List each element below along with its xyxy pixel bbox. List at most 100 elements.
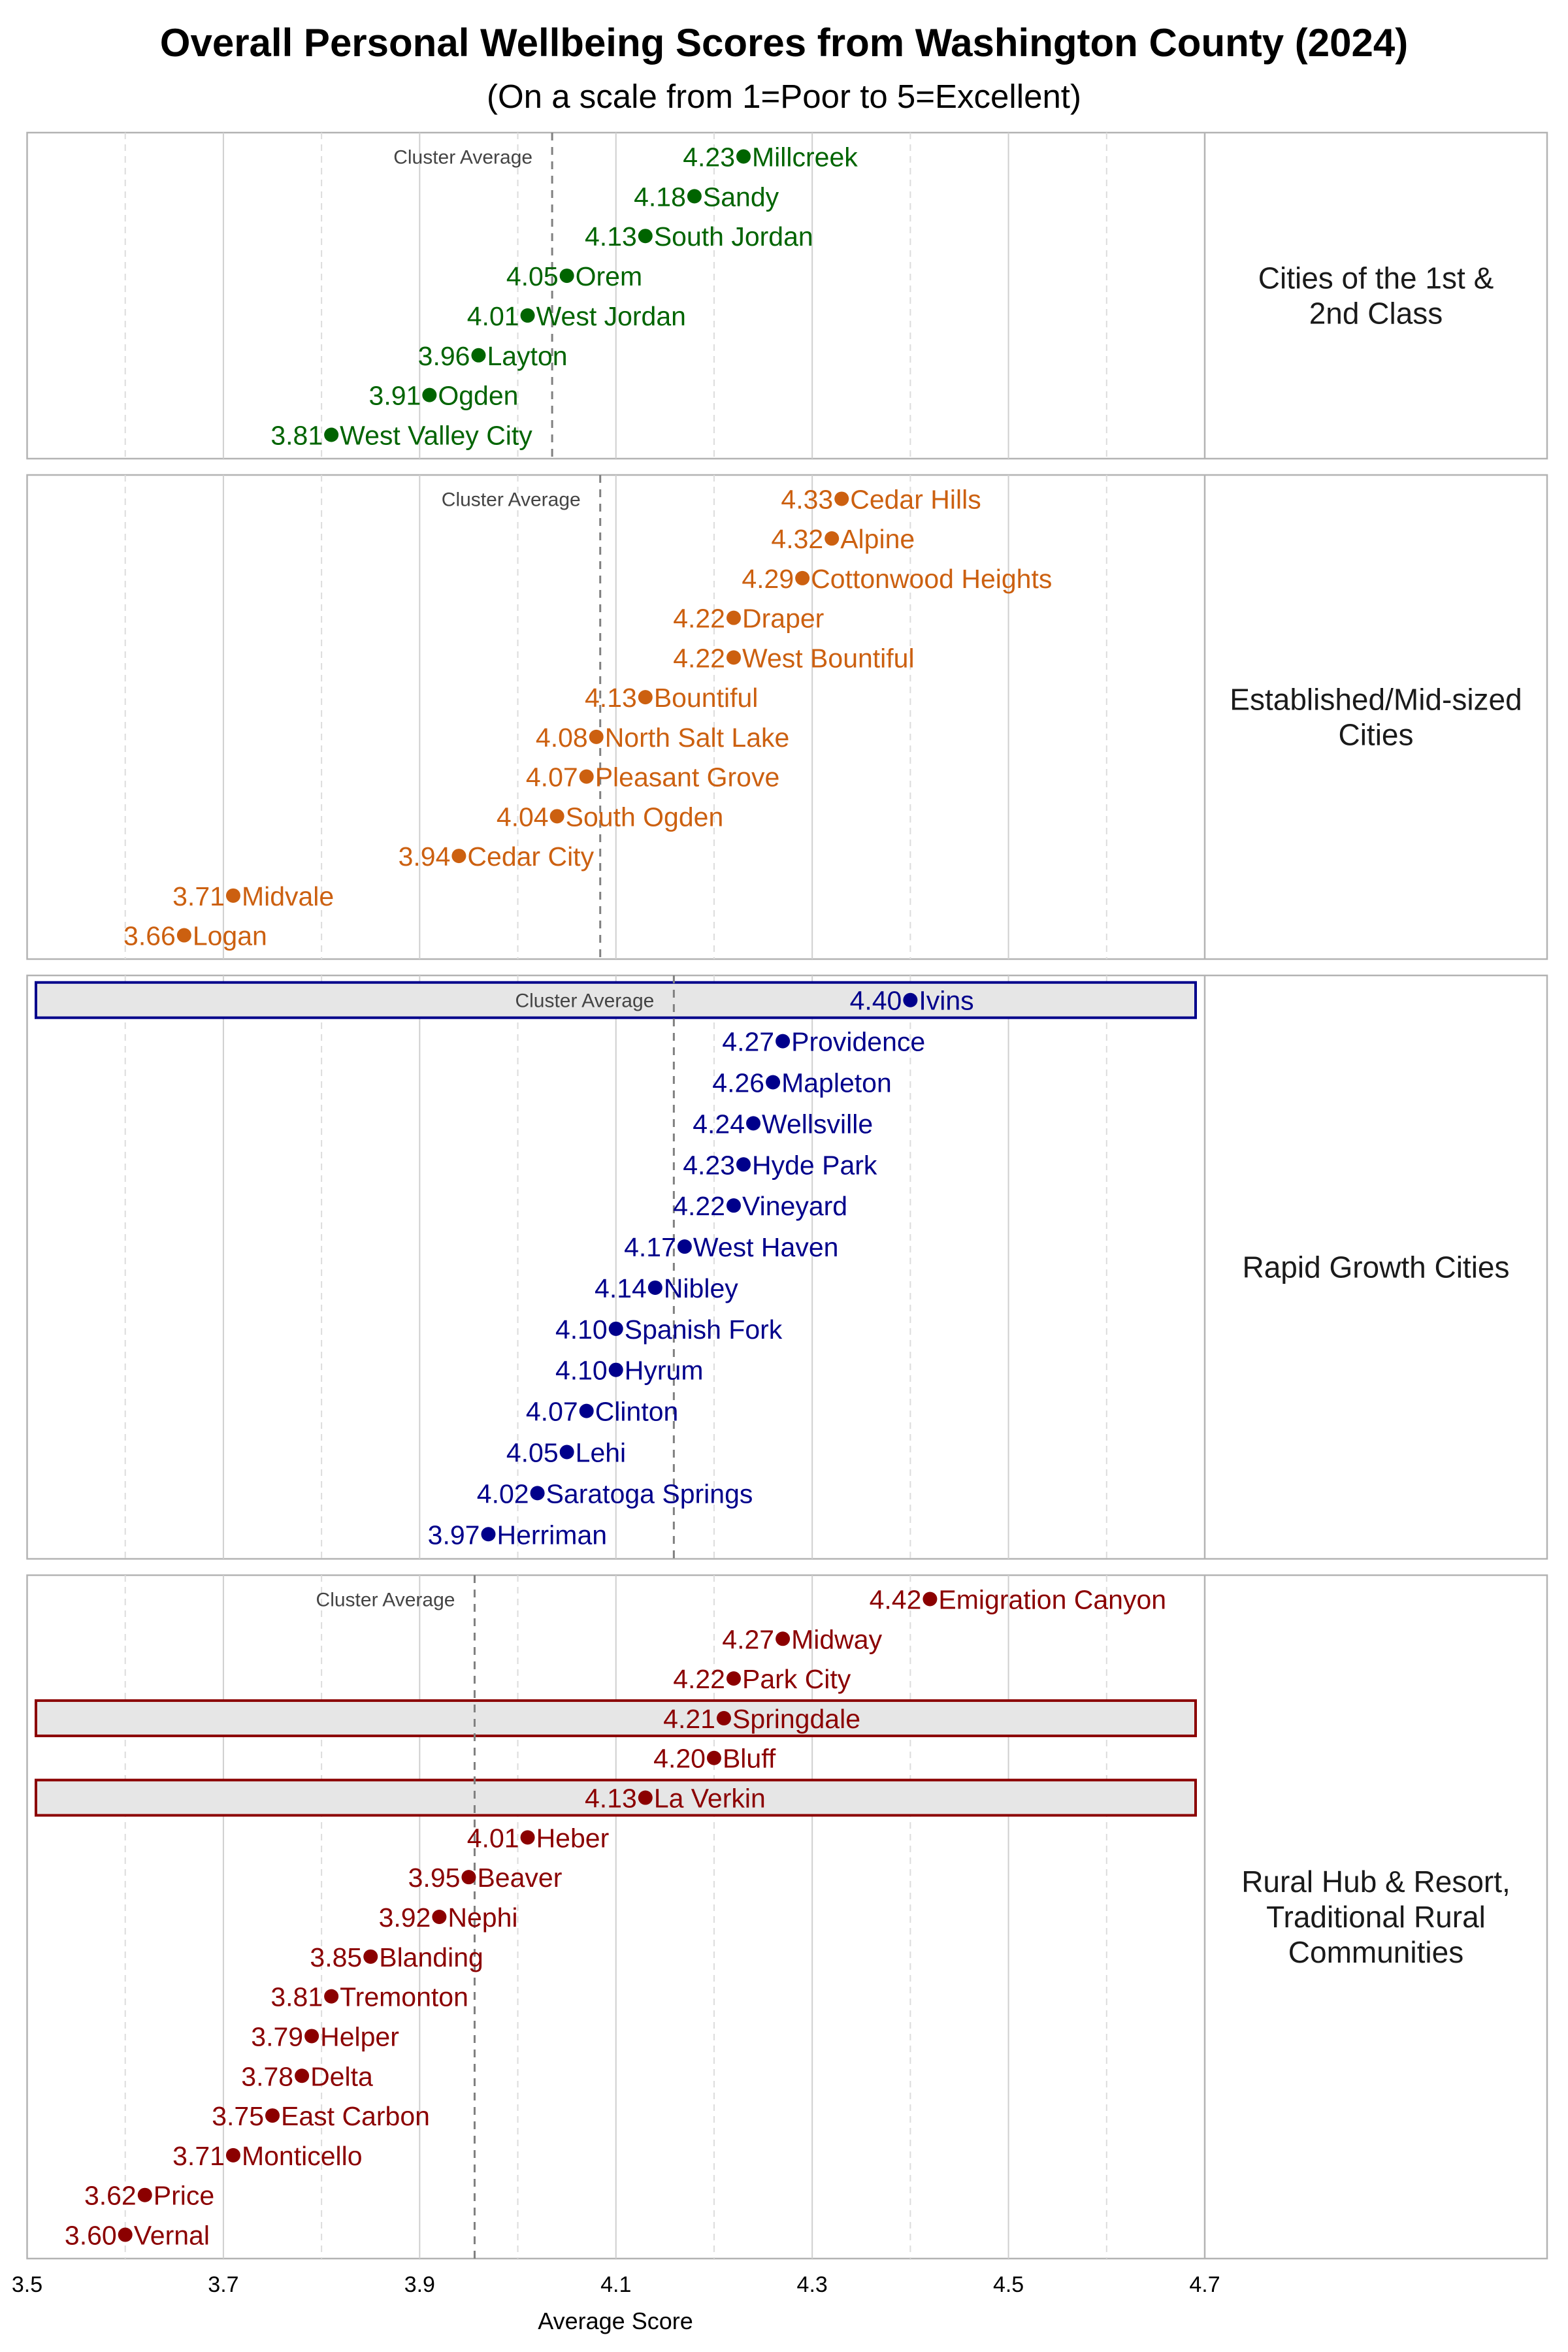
data-point [520, 1830, 535, 1845]
value-label: 3.60 [65, 2221, 117, 2251]
value-label: 3.96 [418, 341, 470, 371]
value-label: 3.71 [172, 2141, 225, 2171]
value-label: 4.21 [663, 1704, 715, 1734]
city-label: Cottonwood Heights [811, 564, 1052, 594]
city-label: Logan [193, 921, 267, 951]
value-label: 4.05 [506, 261, 559, 291]
x-tick-label: 4.7 [1189, 2272, 1220, 2297]
city-label: Spanish Fork [625, 1315, 783, 1345]
city-label: West Bountiful [742, 643, 915, 673]
data-point [923, 1592, 938, 1607]
cluster-average-label: Cluster Average [316, 1589, 455, 1610]
value-label: 4.14 [595, 1273, 647, 1303]
value-label: 4.22 [673, 604, 725, 634]
data-point [736, 1157, 751, 1172]
data-point [638, 229, 653, 244]
city-label: Cedar Hills [850, 484, 981, 514]
city-label: Orem [576, 261, 643, 291]
data-point [638, 1790, 653, 1805]
city-label: Pleasant Grove [595, 762, 780, 792]
facet-label: Rapid Growth Cities [1242, 1250, 1509, 1284]
value-label: 4.22 [673, 643, 725, 673]
value-label: 3.85 [310, 1942, 362, 1972]
value-label: 4.26 [712, 1068, 764, 1098]
value-label: 4.01 [467, 301, 519, 331]
chart-subtitle: (On a scale from 1=Poor to 5=Excellent) [487, 78, 1081, 115]
data-point [647, 1280, 662, 1295]
data-point [225, 888, 240, 903]
facet-label: 2nd Class [1309, 297, 1443, 331]
city-label: Ogden [438, 381, 518, 411]
facet-label: Traditional Rural [1266, 1900, 1486, 1934]
data-point [608, 1362, 623, 1377]
x-tick-label: 4.3 [797, 2272, 828, 2297]
city-label: Nephi [448, 1903, 517, 1933]
data-point [265, 2108, 280, 2123]
data-point [579, 1403, 594, 1418]
value-label: 4.01 [467, 1823, 519, 1853]
city-label: Monticello [242, 2141, 363, 2171]
x-tick-label: 3.5 [12, 2272, 42, 2297]
facet-label: Rural Hub & Resort, [1241, 1865, 1511, 1899]
city-label: Providence [791, 1027, 925, 1057]
x-tick-label: 4.1 [600, 2272, 631, 2297]
city-label: West Valley City [340, 420, 532, 450]
value-label: 4.27 [722, 1624, 774, 1654]
city-label: West Jordan [536, 301, 686, 331]
data-point [137, 2187, 152, 2202]
data-point [589, 729, 604, 744]
value-label: 3.78 [241, 2061, 293, 2091]
value-label: 4.29 [742, 564, 794, 594]
data-point [727, 1198, 741, 1213]
value-label: 4.42 [870, 1584, 922, 1614]
city-label: Herriman [497, 1520, 607, 1550]
city-label: Hyde Park [752, 1150, 877, 1180]
city-label: Alpine [840, 524, 915, 554]
city-label: Price [154, 2181, 214, 2211]
data-point [727, 1671, 741, 1686]
panel-frame [26, 131, 1548, 460]
data-point [746, 1116, 761, 1131]
data-point [903, 992, 918, 1007]
data-point [432, 1910, 447, 1924]
data-point [530, 1486, 545, 1501]
value-label: 4.13 [585, 221, 637, 252]
data-point [776, 1034, 791, 1049]
panel-frame [26, 974, 1548, 1560]
city-label: South Jordan [654, 221, 813, 252]
city-label: Saratoga Springs [546, 1478, 753, 1509]
value-label: 3.94 [399, 841, 451, 872]
data-point [461, 1870, 476, 1885]
city-label: Beaver [477, 1863, 562, 1893]
facet-label: Cities of the 1st & [1258, 261, 1494, 295]
city-label: West Haven [693, 1232, 839, 1262]
value-label: 4.23 [683, 142, 735, 172]
data-point [559, 1445, 574, 1460]
data-point [677, 1239, 692, 1254]
data-point [716, 1710, 731, 1725]
value-label: 4.23 [683, 1150, 735, 1180]
value-label: 3.92 [379, 1903, 431, 1933]
value-label: 4.17 [624, 1232, 676, 1262]
highlight-box [35, 1699, 1197, 1737]
city-label: Helper [320, 2021, 399, 2051]
panel: Rural Hub & Resort,Traditional RuralComm… [26, 1574, 1548, 2260]
data-point [225, 2148, 240, 2163]
value-label: 3.91 [369, 381, 421, 411]
data-point [422, 387, 437, 402]
city-label: Mapleton [781, 1068, 892, 1098]
value-label: 3.81 [270, 420, 323, 450]
city-label: Springdale [732, 1704, 860, 1734]
value-label: 4.32 [771, 524, 823, 554]
highlight-box [35, 1778, 1197, 1817]
value-label: 3.97 [428, 1520, 480, 1550]
city-label: Park City [742, 1664, 851, 1694]
x-axis: 3.5 3.7 3.9 4.1 4.3 4.5 4.7 [12, 2272, 1220, 2297]
value-label: 4.18 [634, 182, 686, 212]
panel: Rapid Growth Cities Cluster Average 4.40 Iv… [26, 974, 1548, 1560]
value-label: 4.13 [585, 1784, 637, 1814]
data-point [834, 491, 849, 506]
value-label: 4.05 [506, 1437, 559, 1467]
data-point [481, 1527, 496, 1542]
